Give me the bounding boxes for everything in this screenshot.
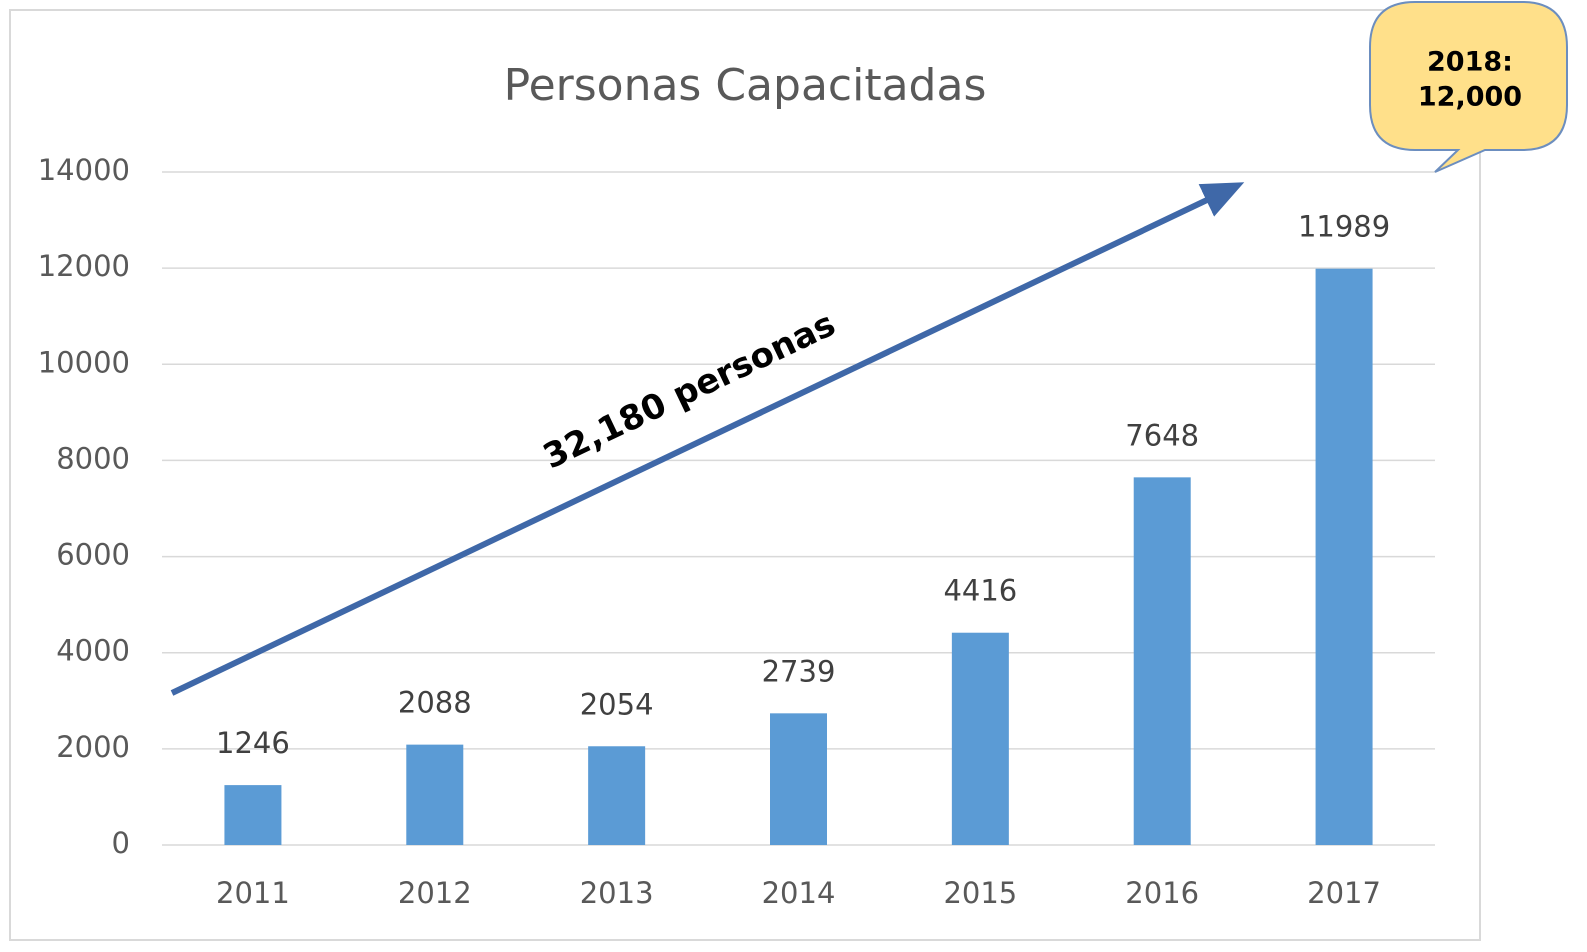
value-label: 7648 bbox=[1125, 418, 1199, 452]
callout-line: 2018: bbox=[1427, 47, 1513, 78]
bar bbox=[224, 785, 282, 845]
plot-area: 0 2000 4000 6000 8000 10000 12000 14000 2011 1246… bbox=[38, 153, 1435, 910]
bar bbox=[588, 746, 646, 845]
value-label: 1246 bbox=[216, 726, 290, 760]
y-tick-label: 4000 bbox=[56, 634, 130, 668]
bar bbox=[406, 744, 464, 845]
x-tick-label: 2012 bbox=[398, 876, 472, 910]
x-tick-label: 2011 bbox=[216, 876, 290, 910]
chart-frame bbox=[9, 9, 1481, 941]
y-tick-label: 2000 bbox=[56, 730, 130, 764]
y-tick-label: 6000 bbox=[56, 538, 130, 572]
value-label: 2088 bbox=[398, 686, 472, 720]
callout-bubble bbox=[1369, 1, 1568, 173]
bar bbox=[1315, 268, 1373, 845]
bar bbox=[951, 632, 1009, 845]
trend-arrow bbox=[170, 182, 1245, 696]
bar bbox=[1133, 477, 1191, 845]
y-tick-label: 10000 bbox=[38, 345, 130, 379]
value-label: 11989 bbox=[1298, 210, 1390, 244]
x-tick-label: 2015 bbox=[943, 876, 1017, 910]
y-tick-label: 8000 bbox=[56, 441, 130, 475]
x-tick-label: 2013 bbox=[580, 876, 654, 910]
callout-line: 12,000 bbox=[1418, 82, 1522, 113]
x-tick-label: 2014 bbox=[762, 876, 836, 910]
y-tick-label: 12000 bbox=[38, 249, 130, 283]
bar bbox=[770, 713, 827, 845]
x-tick-label: 2016 bbox=[1125, 876, 1199, 910]
y-tick-label: 0 bbox=[112, 826, 130, 860]
value-label: 2739 bbox=[762, 654, 836, 688]
x-tick-label: 2017 bbox=[1307, 876, 1381, 910]
y-tick-label: 14000 bbox=[38, 153, 130, 187]
value-label: 2054 bbox=[580, 687, 654, 721]
chart-title: Personas Capacitadas bbox=[504, 60, 987, 111]
value-label: 4416 bbox=[943, 574, 1017, 608]
